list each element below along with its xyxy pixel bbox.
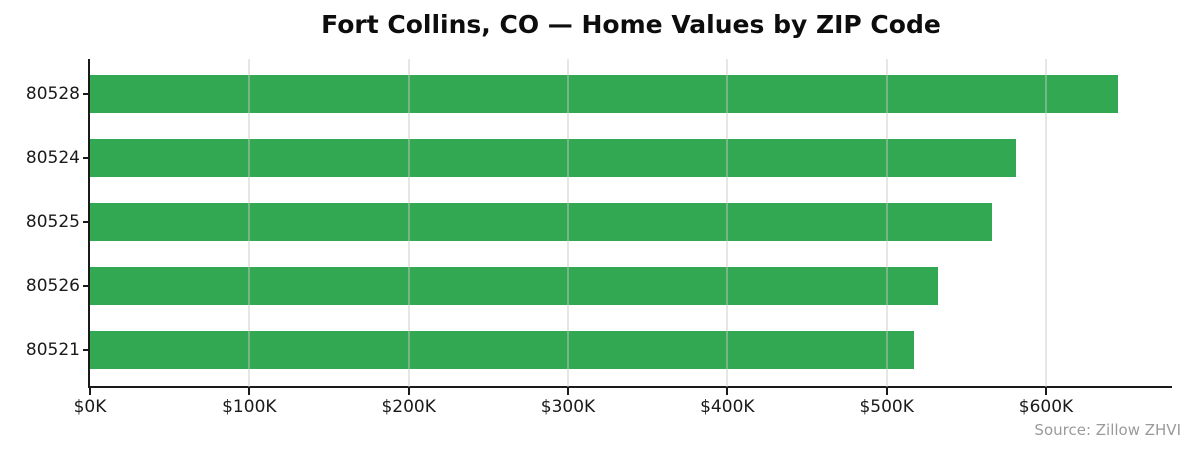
y-axis: 80528 80524 80525 80526 80521: [0, 59, 90, 388]
y-tick-label: 80528: [25, 84, 80, 104]
gridline: [885, 59, 888, 387]
bar-80526: [90, 267, 938, 305]
y-tick-mark: [83, 349, 90, 351]
y-tick-mark: [83, 157, 90, 159]
gridline: [248, 59, 251, 387]
x-tick-mark: [89, 388, 91, 395]
x-tick-mark: [726, 388, 729, 395]
source-caption: Source: Zillow ZHVI: [1034, 421, 1181, 439]
bar-80528: [90, 75, 1118, 113]
x-tick-label: $500K: [859, 397, 914, 417]
x-tick-label: $600K: [1018, 397, 1074, 417]
x-tick-mark: [885, 388, 888, 395]
x-tick-mark: [248, 388, 251, 395]
x-tick-mark: [1045, 388, 1047, 395]
y-tick-mark: [83, 93, 90, 95]
x-tick-label: $200K: [381, 397, 436, 417]
x-axis: $0K $100K $200K $300K $400K $500K $600K: [0, 385, 1195, 435]
chart-title: Fort Collins, CO — Home Values by ZIP Co…: [321, 10, 941, 39]
y-tick-label: 80525: [25, 212, 80, 232]
y-tick-mark: [83, 285, 90, 287]
x-tick-mark: [407, 388, 410, 395]
gridline: [567, 59, 569, 387]
x-tick-label: $400K: [700, 397, 755, 417]
bar-80524: [90, 139, 1016, 177]
bar-80521: [90, 331, 914, 369]
bar-80525: [90, 203, 992, 241]
y-tick-mark: [83, 221, 90, 223]
y-tick-label: 80526: [25, 276, 80, 296]
x-tick-label: $100K: [222, 397, 277, 417]
plot-area: [90, 59, 1172, 387]
x-axis-line: [88, 386, 1172, 388]
gridline: [726, 59, 729, 387]
y-tick-label: 80521: [25, 340, 80, 360]
gridline: [1045, 59, 1047, 387]
x-tick-label: $300K: [540, 397, 596, 417]
y-axis-line: [88, 59, 90, 388]
y-tick-label: 80524: [25, 148, 80, 168]
x-tick-label: $0K: [73, 397, 107, 417]
gridline: [407, 59, 410, 387]
x-tick-mark: [567, 388, 569, 395]
